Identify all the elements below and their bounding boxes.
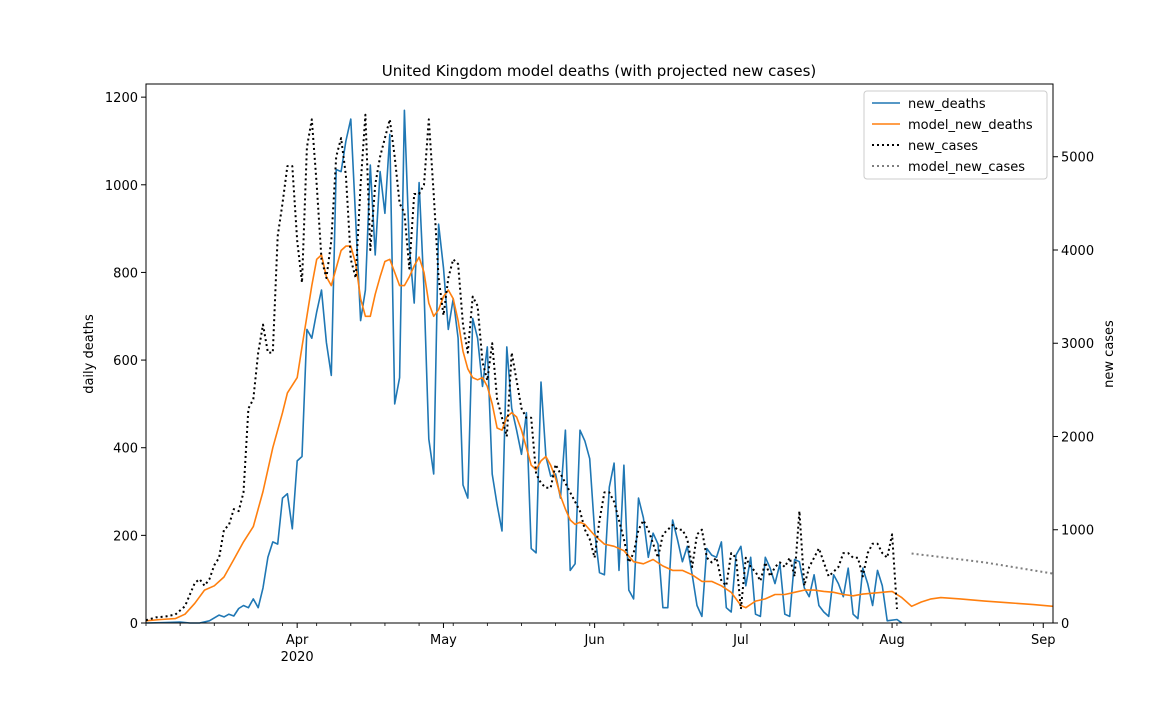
series-line-model-new-deaths — [146, 245, 1053, 622]
legend-box — [863, 90, 1048, 180]
axes-ticks-group: 0 200 400 600 800 1000 1200 0 1000 2000 3000 4000 50… — [105, 91, 1094, 665]
y-left-tick-label: 0 — [130, 617, 138, 632]
y-right-tick-label: 2000 — [1061, 430, 1094, 445]
y-left-tick-label: 200 — [113, 529, 138, 544]
legend-label-model-new-cases: model_new_cases — [908, 160, 1025, 175]
legend-label-model-new-deaths: model_new_deaths — [908, 118, 1033, 133]
y-left-tick-label: 1200 — [105, 91, 138, 106]
y-right-tick-label: 5000 — [1061, 151, 1094, 166]
y-right-tick-label: 1000 — [1061, 524, 1094, 539]
y-right-tick-label: 4000 — [1061, 244, 1094, 259]
x-tick-label: Jul — [732, 633, 749, 648]
y-left-tick-label: 800 — [113, 266, 138, 281]
series-line-model-new-cases — [911, 552, 1053, 575]
series-line-new-deaths — [146, 109, 903, 624]
plot-frame — [145, 83, 1054, 624]
x-tick-label: Sep — [1031, 633, 1056, 648]
y-left-tick-label: 600 — [113, 354, 138, 369]
series-line-new-cases — [146, 113, 898, 622]
x-tick-label: Jun — [583, 633, 604, 648]
chart-title: United Kingdom model deaths (with projec… — [382, 62, 817, 80]
x-tick-sublabel: 2020 — [281, 650, 314, 665]
y-right-tick-label: 0 — [1061, 617, 1069, 632]
legend-label-new-cases: new_cases — [908, 139, 978, 154]
series-group — [146, 109, 1053, 624]
y-right-tick-label: 3000 — [1061, 337, 1094, 352]
legend-label-new-deaths: new_deaths — [908, 97, 986, 112]
y-left-tick-label: 400 — [113, 442, 138, 457]
y-axis-right-label: new cases — [1102, 320, 1117, 388]
x-tick-label: May — [430, 633, 457, 648]
legend: new_deaths model_new_deaths new_casesmodel… — [863, 90, 1048, 180]
x-tick-label: Apr — [286, 633, 309, 648]
y-left-tick-label: 1000 — [105, 179, 138, 194]
x-tick-label: Aug — [879, 633, 904, 648]
y-axis-left-label: daily deaths — [82, 314, 97, 394]
